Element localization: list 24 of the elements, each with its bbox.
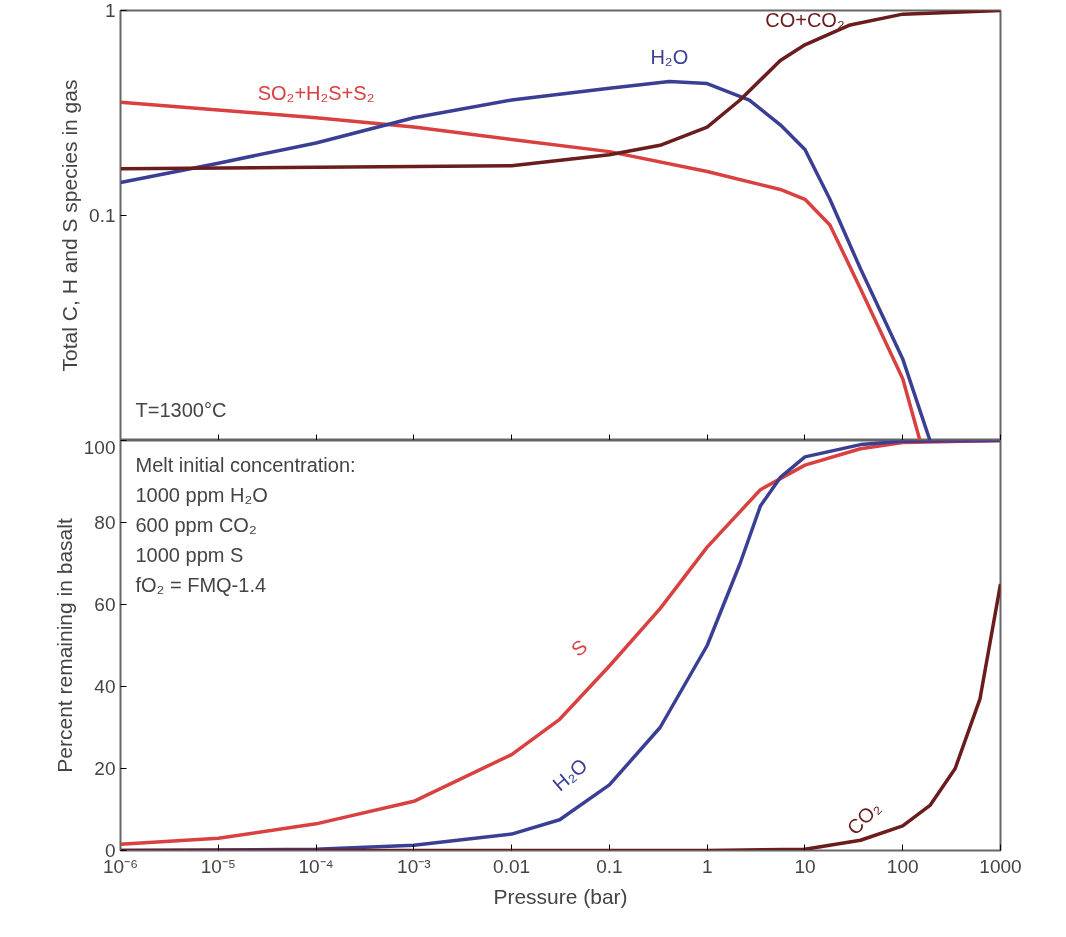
y-tick-label: 40 [94,676,116,697]
y-tick-label: 0 [104,840,116,861]
x-tick-label: 100 [886,855,919,877]
series-label: SO₂+H₂S+S₂ [257,81,375,104]
x-tick-label: 10 [794,855,816,877]
y-tick-label: 80 [94,512,116,533]
y-tick-label: 20 [94,758,116,779]
y-axis-title: Percent remaining in basalt [52,518,76,773]
x-tick-label: 1 [701,855,713,877]
series-label: H₂O [650,45,689,68]
y-axis-title: Total C, H and S species in gas [58,79,82,372]
annotation: T=1300°C [135,398,227,421]
y-tick-label: 1 [104,0,116,21]
y-tick-label: 0.1 [89,205,116,227]
x-tick-label: 10⁻⁵ [200,855,236,877]
series-label: CO+CO₂ [765,8,845,31]
x-tick-label: 1000 [979,855,1022,877]
y-tick-label: 60 [94,594,116,615]
x-tick-label: 10⁻⁴ [298,855,334,877]
x-tick-label: 10⁻³ [397,855,431,877]
x-axis-title: Pressure (bar) [493,884,628,908]
y-tick-label: 100 [83,436,116,458]
x-tick-label: 0.1 [596,855,623,877]
x-tick-label: 0.01 [493,855,531,877]
